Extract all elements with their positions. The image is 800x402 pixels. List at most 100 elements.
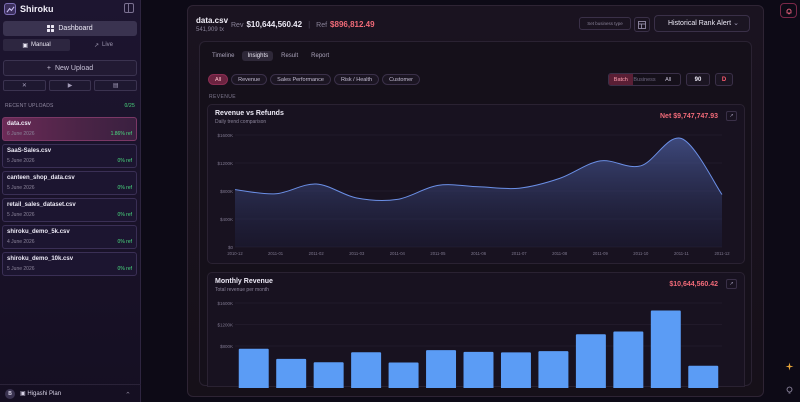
x-tick-label: 2011-03 bbox=[349, 251, 365, 256]
insights-panel: Timeline Insights Result Report All Reve… bbox=[199, 41, 752, 388]
chart-subtitle: Total revenue per month bbox=[215, 287, 269, 293]
tab-live[interactable]: ↗ Live bbox=[70, 39, 137, 51]
dashboard-button[interactable]: Dashboard bbox=[3, 21, 137, 36]
filter-revenue[interactable]: Revenue bbox=[231, 74, 268, 85]
bar bbox=[463, 351, 494, 388]
monthly-revenue-bar-chart: $800K $1200K $1600K bbox=[217, 301, 722, 388]
upload-item[interactable]: retail_sales_dataset.csv 5 June 2026 0% … bbox=[2, 198, 137, 222]
period-unit-button[interactable]: D bbox=[715, 73, 733, 86]
brand[interactable]: Shiroku bbox=[4, 2, 54, 16]
upload-ref: 0% ref bbox=[117, 266, 132, 272]
notifications-button[interactable] bbox=[780, 3, 797, 18]
tab-live-label: Live bbox=[102, 42, 114, 48]
file-button[interactable]: ▤ bbox=[94, 80, 138, 91]
tab-manual[interactable]: ▣ Manual bbox=[3, 39, 70, 51]
x-tick-label: 2011-08 bbox=[552, 251, 568, 256]
play-button[interactable]: ▶ bbox=[48, 80, 92, 91]
tab-report[interactable]: Report bbox=[311, 53, 330, 59]
tab-insights[interactable]: Insights bbox=[242, 51, 274, 61]
bar bbox=[426, 350, 457, 388]
bar bbox=[538, 351, 569, 388]
bar bbox=[388, 362, 419, 388]
upload-date: 4 June 2026 bbox=[7, 239, 35, 245]
divider: | bbox=[308, 20, 311, 29]
tab-timeline[interactable]: Timeline bbox=[212, 53, 235, 59]
upload-actions: ✕ ▶ ▤ bbox=[3, 80, 138, 91]
dashboard-label: Dashboard bbox=[58, 25, 93, 32]
upload-item[interactable]: shiroku_demo_10k.csv 5 June 2026 0% ref bbox=[2, 252, 137, 276]
mode-tabs: ▣ Manual ↗ Live bbox=[3, 39, 137, 51]
x-tick-label: 2011-07 bbox=[512, 251, 528, 256]
table-view-button[interactable] bbox=[634, 17, 650, 32]
revenue-area-chart: $0 $400K $800K $1200K $1600K 2010-12 2011-01 20… bbox=[217, 133, 730, 256]
bar bbox=[688, 365, 719, 388]
total-revenue-value: $10,644,560.42 bbox=[669, 281, 718, 288]
clear-button[interactable]: ✕ bbox=[3, 80, 46, 91]
dashboard-icon bbox=[47, 25, 55, 32]
sparkle-icon[interactable] bbox=[784, 361, 794, 371]
file-icon: ▤ bbox=[112, 83, 119, 89]
x-tick-label: 2011-01 bbox=[268, 251, 284, 256]
close-icon: ✕ bbox=[21, 83, 27, 89]
table-icon bbox=[638, 20, 646, 29]
upload-item[interactable]: shiroku_demo_5k.csv 4 June 2026 0% ref bbox=[2, 225, 137, 249]
category-filters: All Revenue Sales Performance Risk / Hea… bbox=[208, 74, 420, 85]
upload-name: shiroku_demo_5k.csv bbox=[7, 229, 70, 235]
filter-sales-performance[interactable]: Sales Performance bbox=[270, 74, 331, 85]
y-tick-label: $1200K bbox=[217, 161, 233, 166]
sidebar: Shiroku Dashboard ▣ Manual ↗ Live + New … bbox=[0, 0, 141, 402]
upload-list: data.csv 6 June 2026 1.86% ref SaaS-Sale… bbox=[2, 117, 137, 279]
alert-select[interactable]: Historical Rank Alert ⌄ bbox=[654, 15, 750, 32]
bar bbox=[351, 352, 382, 388]
logo-icon bbox=[4, 3, 16, 15]
filter-risk-health[interactable]: Risk / Health bbox=[333, 74, 380, 85]
business-type-select[interactable]: Set business type bbox=[579, 17, 631, 30]
mode-all[interactable]: All bbox=[665, 76, 672, 83]
monthly-revenue-card: Monthly Revenue Total revenue per month … bbox=[207, 272, 745, 388]
chevron-down-icon: ⌄ bbox=[733, 20, 739, 27]
recent-title: RECENT UPLOADS bbox=[5, 103, 54, 109]
upload-item[interactable]: data.csv 6 June 2026 1.86% ref bbox=[2, 117, 137, 141]
plan-label: ▣ Higashi Plan bbox=[20, 390, 61, 397]
upload-ref: 0% ref bbox=[117, 239, 132, 245]
x-tick-label: 2011-10 bbox=[633, 251, 649, 256]
chart-title: Monthly Revenue bbox=[215, 278, 273, 285]
lightbulb-icon[interactable] bbox=[784, 385, 794, 395]
revenue-area-fill bbox=[235, 137, 722, 247]
revenue-line bbox=[234, 137, 723, 202]
expand-icon[interactable]: ↗ bbox=[726, 111, 737, 121]
avatar: B bbox=[5, 388, 15, 399]
chevron-up-icon: ⌃ bbox=[125, 392, 131, 399]
upload-item[interactable]: canteen_shop_data.csv 5 June 2026 0% ref bbox=[2, 171, 137, 195]
upload-date: 5 June 2026 bbox=[7, 158, 35, 164]
y-tick-label: $800K bbox=[220, 189, 233, 194]
y-tick-label: $0 bbox=[228, 245, 234, 250]
upload-date: 6 June 2026 bbox=[7, 131, 35, 137]
tab-manual-label: Manual bbox=[30, 42, 51, 48]
tab-result[interactable]: Result bbox=[281, 53, 299, 59]
upload-item[interactable]: SaaS-Sales.csv 5 June 2026 0% ref bbox=[2, 144, 137, 168]
revenue-summary: Rev $10,644,560.42 | Ref $896,812.49 bbox=[231, 20, 375, 29]
days-input[interactable]: 90 bbox=[686, 73, 710, 86]
bar bbox=[575, 334, 606, 388]
expand-icon[interactable]: ↗ bbox=[726, 279, 737, 289]
upload-ref: 0% ref bbox=[117, 185, 132, 191]
upload-ref: 0% ref bbox=[117, 158, 132, 164]
upload-name: data.csv bbox=[7, 121, 32, 127]
new-upload-label: New Upload bbox=[54, 64, 94, 72]
new-upload-button[interactable]: + New Upload bbox=[3, 60, 137, 76]
x-tick-label: 2011-09 bbox=[593, 251, 609, 256]
batch-mode-toggle: Batch Business All bbox=[608, 73, 681, 86]
bar bbox=[650, 310, 681, 388]
ref-value: $896,812.49 bbox=[330, 20, 375, 29]
section-label: REVENUE bbox=[209, 94, 236, 100]
mode-business[interactable]: Business bbox=[633, 76, 656, 83]
filter-all[interactable]: All bbox=[208, 74, 229, 85]
main-content: data.csv 541,909 tx Rev $10,644,560.42 |… bbox=[187, 5, 764, 397]
mode-batch[interactable]: Batch bbox=[609, 74, 633, 85]
upload-name: canteen_shop_data.csv bbox=[7, 175, 75, 181]
plan-name: Higashi Plan bbox=[27, 391, 62, 397]
filter-customer[interactable]: Customer bbox=[382, 74, 420, 85]
sidebar-collapse-icon[interactable] bbox=[124, 3, 134, 13]
user-menu[interactable]: B ▣ Higashi Plan ⌃ bbox=[0, 384, 141, 402]
